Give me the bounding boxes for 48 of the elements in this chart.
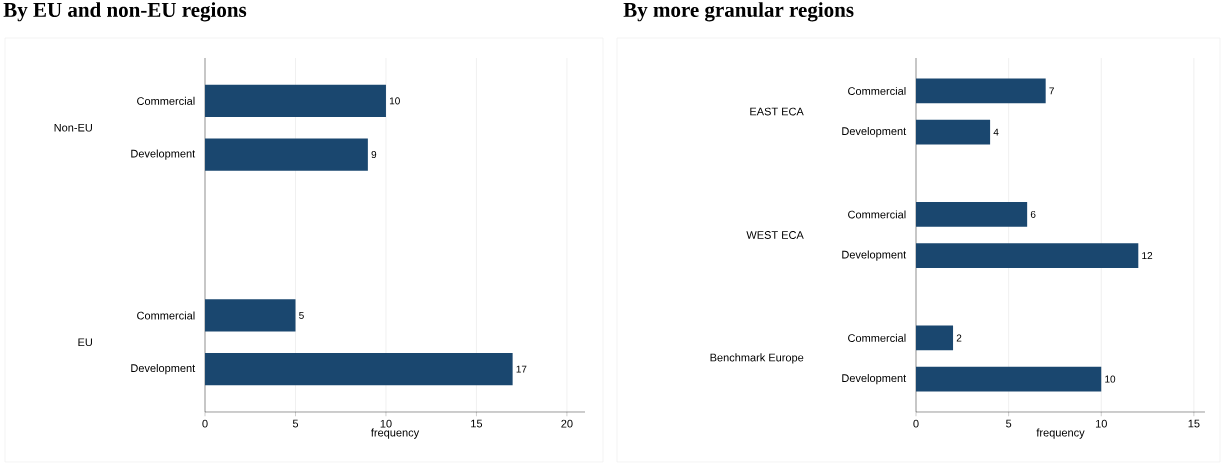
x-tick-label: 5 [292, 419, 299, 428]
data-label: 2 [956, 334, 962, 342]
y-tick-label: Development [842, 373, 907, 385]
data-label: 5 [299, 311, 304, 319]
data-label: 6 [1030, 210, 1036, 218]
y-tick-label: Development [131, 363, 196, 375]
y-tick-label: Commercial [137, 96, 195, 105]
text: EAST ECA [750, 107, 804, 116]
bar [916, 366, 1102, 392]
text: WEST ECA [746, 231, 804, 239]
x-tick-label: 15 [1188, 419, 1200, 428]
text: Non-EU [54, 123, 92, 132]
data-label: 12 [1142, 252, 1153, 260]
y-tick-label: Commercial [848, 333, 906, 342]
bar [916, 325, 954, 351]
bar [916, 78, 1046, 104]
x-axis-title: frequency [1036, 428, 1085, 439]
bar [916, 119, 991, 145]
text: By more granular regions [623, 2, 854, 22]
y-tick-label: Development [131, 149, 196, 160]
x-tick-label: 15 [471, 419, 483, 428]
bar [916, 243, 1139, 268]
y-tick-label: Commercial [848, 86, 906, 95]
x-axis-title: frequency [371, 428, 420, 439]
bar [916, 202, 1028, 227]
bar [205, 138, 368, 171]
text: EU [78, 338, 92, 347]
chart-title: By EU and non-EU regions [3, 2, 247, 22]
x-tick-label: 10 [1095, 419, 1107, 428]
data-label: 10 [1105, 375, 1116, 383]
data-label: 7 [1049, 87, 1054, 95]
data-label: 17 [516, 365, 527, 373]
data-label: 9 [371, 151, 377, 159]
bar [205, 352, 513, 386]
x-tick-label: 0 [913, 419, 919, 428]
y-tick-label: Commercial [848, 210, 906, 219]
y-tick-label: Development [842, 250, 907, 261]
data-label: 4 [993, 128, 999, 136]
text: Benchmark Europe [710, 353, 804, 364]
x-tick-label: 0 [202, 419, 208, 428]
x-tick-label: 20 [561, 419, 573, 428]
y-tick-label: Commercial [137, 311, 195, 320]
x-tick-label: 5 [1006, 419, 1012, 428]
bar [205, 84, 386, 117]
y-tick-label: Development [842, 126, 907, 138]
x-tick-label: 10 [380, 419, 392, 428]
bar [205, 299, 296, 332]
data-label: 10 [389, 97, 400, 105]
